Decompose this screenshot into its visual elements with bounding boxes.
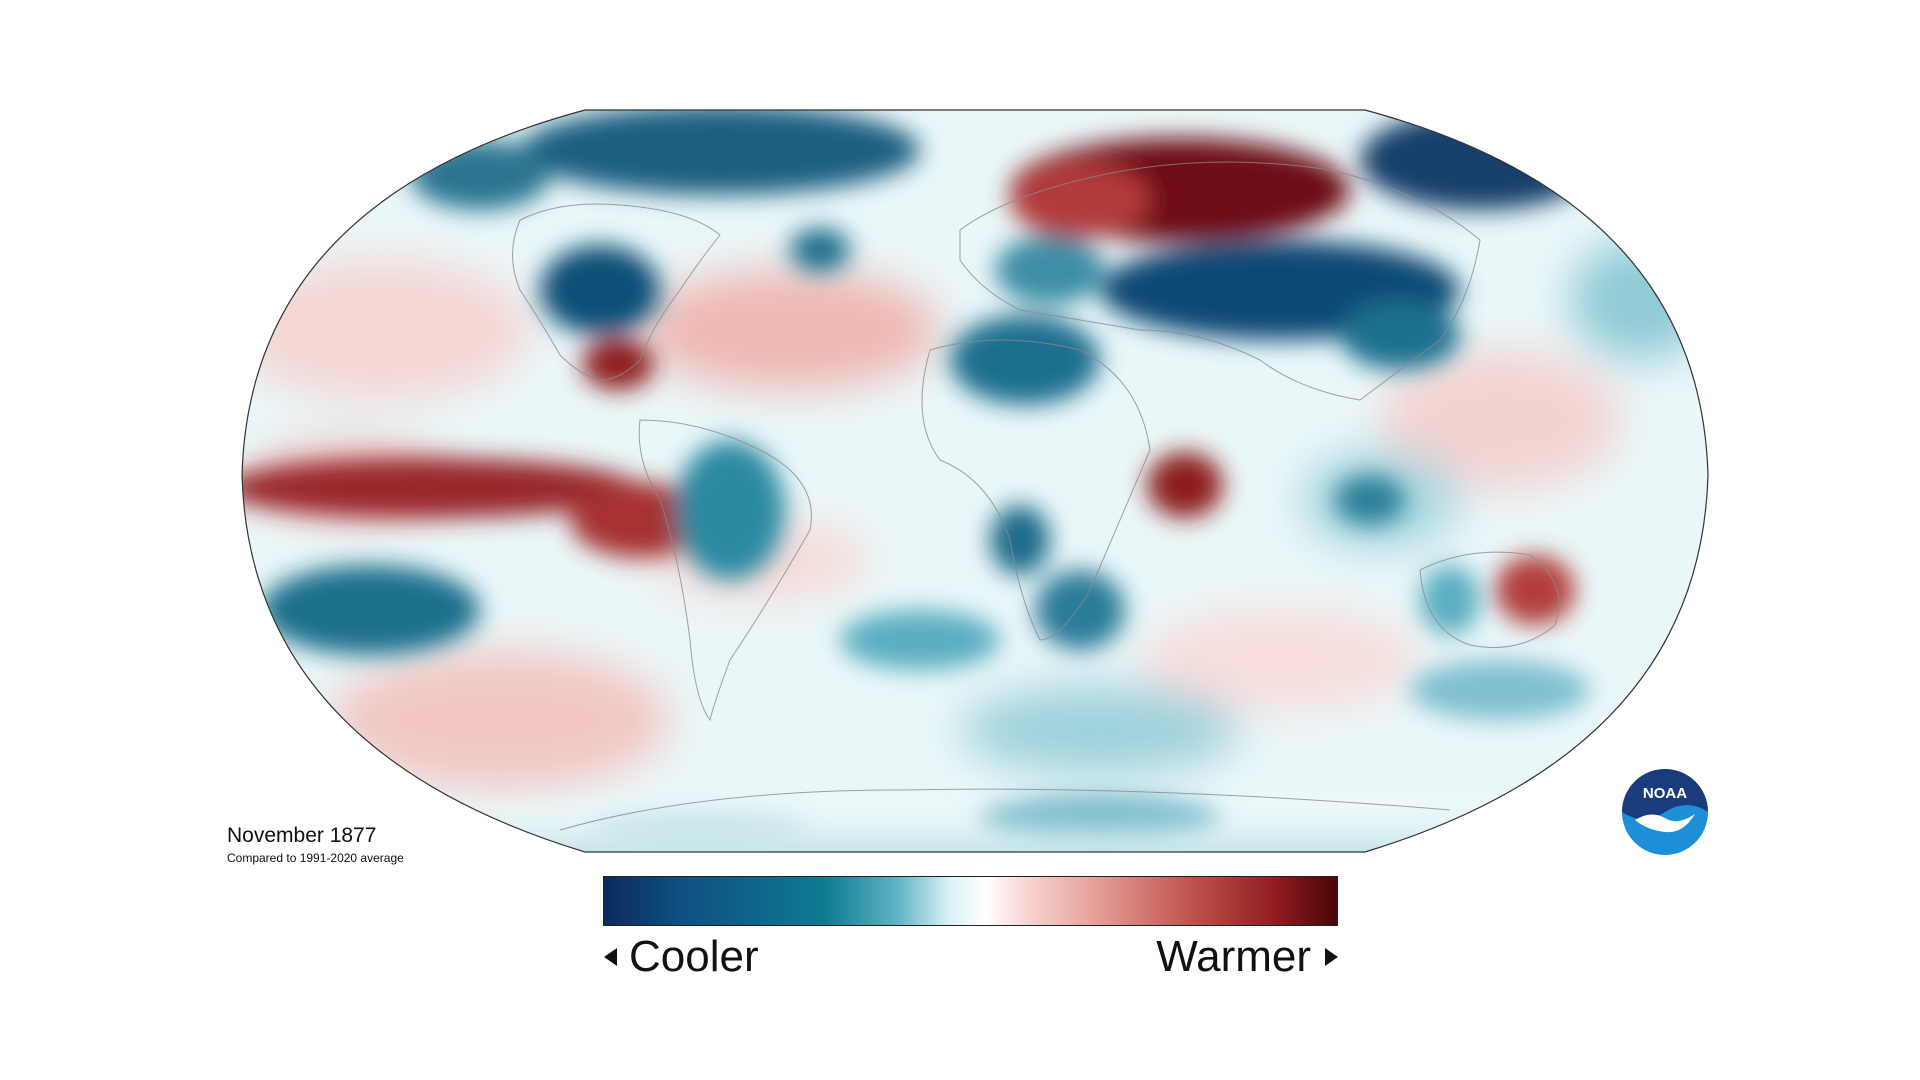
south-indian-warm-patch	[1140, 610, 1420, 710]
cooler-legend: Cooler	[604, 932, 759, 982]
europe-cool-anomaly	[995, 235, 1105, 305]
labrador-sea-cool-anomaly	[790, 228, 850, 272]
australia-outline	[1419, 551, 1560, 648]
el-nino-warm-anomaly	[242, 458, 640, 518]
alaska-cool-anomaly	[410, 140, 550, 210]
southern-ocean-cool-patch	[960, 685, 1240, 775]
cooler-label: Cooler	[629, 932, 759, 981]
east-asia-cool-anomaly	[1340, 300, 1460, 370]
south-america-outline	[638, 419, 812, 722]
africa-outline	[921, 339, 1151, 641]
eurasia-outline	[959, 161, 1481, 401]
west-pacific-warm-patch	[1380, 350, 1620, 490]
north-pacific-warm-patch	[242, 260, 530, 400]
logo-bird-icon	[1635, 814, 1695, 833]
north-west-pacific-cool-patch	[1570, 240, 1708, 360]
map-date-title: November 1877	[227, 824, 377, 847]
gulf-of-mexico-warm-anomaly	[582, 338, 654, 390]
north-america-outline	[512, 203, 721, 381]
central-north-america-cool-anomaly	[540, 245, 660, 335]
anomaly-field	[242, 110, 1708, 852]
eastern-australia-warm-anomaly	[1495, 555, 1575, 625]
noaa-logo-icon: NOAA	[1622, 769, 1708, 855]
map-baseline-subtitle: Compared to 1991-2020 average	[227, 851, 404, 865]
southern-africa-cool-anomaly	[1035, 570, 1125, 650]
tasman-cool-anomaly	[1410, 660, 1590, 720]
colorbar-gradient	[604, 877, 1337, 925]
anomaly-colorbar	[603, 876, 1338, 926]
south-pacific-cool-anomaly	[260, 565, 480, 655]
left-arrow-icon	[604, 948, 617, 966]
south-pacific-warm-patch	[330, 650, 670, 790]
south-atlantic-cool-anomaly	[840, 610, 1000, 670]
eastern-indian-ocean-cool-anomaly	[1335, 475, 1405, 525]
east-siberia-cool-anomaly	[1360, 110, 1600, 210]
logo-circle-top	[1622, 769, 1708, 819]
arctic-canada-cool-anomaly	[520, 110, 920, 195]
warmer-label: Warmer	[1156, 932, 1311, 981]
map-border	[241, 109, 1709, 853]
western-indian-ocean-warm-anomaly	[1147, 452, 1223, 518]
north-atlantic-warm-patch	[640, 270, 940, 390]
antarctic-fade	[242, 790, 1708, 852]
south-america-cool-anomaly	[675, 440, 785, 580]
logo-text: NOAA	[1643, 785, 1687, 802]
warmer-legend: Warmer	[1156, 932, 1338, 982]
western-australia-cool-anomaly	[1420, 565, 1480, 635]
central-africa-cool-anomaly	[990, 505, 1050, 575]
right-arrow-icon	[1325, 948, 1338, 966]
antarctica-outline	[559, 788, 1451, 831]
eastern-pacific-warm-anomaly	[570, 482, 710, 558]
north-africa-cool-anomaly	[950, 315, 1100, 405]
coastlines	[512, 161, 1560, 831]
west-russia-warm-anomaly	[1010, 162, 1150, 238]
